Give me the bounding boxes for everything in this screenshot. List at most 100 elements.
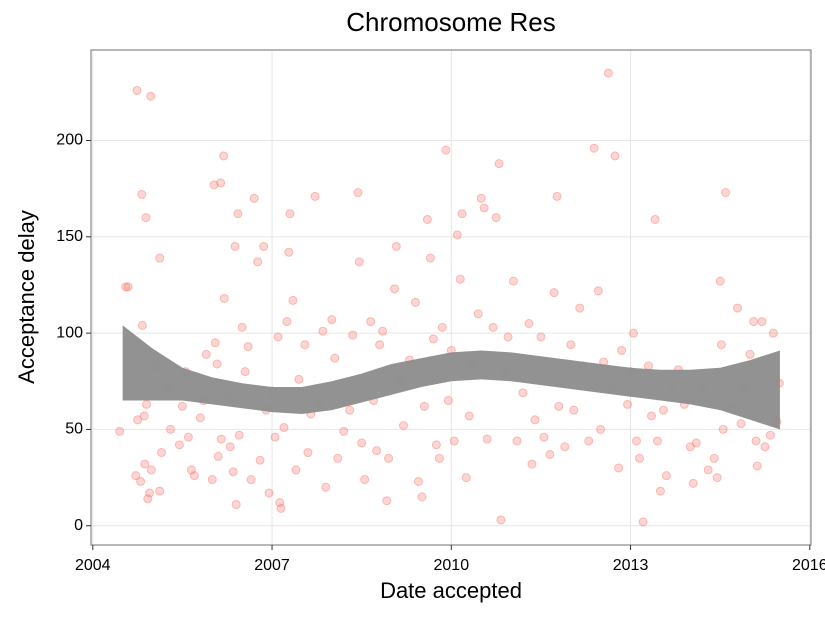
point — [410, 297, 420, 307]
point — [209, 180, 219, 190]
y-tick-label: 150 — [56, 228, 83, 245]
point — [246, 475, 256, 485]
point — [216, 434, 226, 444]
point — [264, 488, 274, 498]
point — [249, 193, 259, 203]
point — [157, 448, 167, 458]
point — [452, 230, 462, 240]
point — [219, 293, 229, 303]
point — [391, 241, 401, 251]
point — [457, 209, 467, 219]
point — [345, 405, 355, 415]
point — [419, 401, 429, 411]
point — [143, 494, 153, 504]
point — [275, 498, 285, 508]
point — [353, 188, 363, 198]
y-axis-title: Acceptance delay — [14, 210, 39, 384]
plot-marks — [115, 68, 784, 527]
point — [479, 203, 489, 213]
point — [230, 241, 240, 251]
point — [643, 361, 653, 371]
point — [560, 442, 570, 452]
point — [142, 399, 152, 409]
point — [279, 423, 289, 433]
point — [360, 475, 370, 485]
point — [294, 374, 304, 384]
point — [635, 453, 645, 463]
point — [718, 424, 728, 434]
point — [768, 328, 778, 338]
point — [348, 330, 358, 340]
point — [646, 411, 656, 421]
point — [593, 286, 603, 296]
point — [552, 191, 562, 201]
point — [530, 415, 540, 425]
point — [115, 426, 125, 436]
point — [715, 276, 725, 286]
point — [661, 471, 671, 481]
grid — [91, 50, 811, 545]
point — [736, 419, 746, 429]
point — [255, 455, 265, 465]
point — [339, 426, 349, 436]
point — [488, 322, 498, 332]
point — [259, 241, 269, 251]
point — [131, 471, 141, 481]
point — [195, 413, 205, 423]
point — [231, 500, 241, 510]
point — [186, 465, 196, 475]
point — [136, 476, 146, 486]
point — [709, 453, 719, 463]
point — [422, 214, 432, 224]
point — [685, 442, 695, 452]
point — [417, 492, 427, 502]
point — [596, 424, 606, 434]
point — [712, 473, 722, 483]
point — [177, 401, 187, 411]
point — [752, 461, 762, 471]
point — [243, 342, 253, 352]
point — [276, 503, 286, 513]
point — [310, 191, 320, 201]
chart-title: Chromosome Res — [346, 7, 556, 37]
point — [155, 253, 165, 263]
point — [650, 214, 660, 224]
point — [141, 213, 151, 223]
point — [554, 401, 564, 411]
point — [512, 436, 522, 446]
y-tick-label: 50 — [65, 421, 83, 438]
point — [189, 471, 199, 481]
point — [610, 151, 620, 161]
point — [431, 440, 441, 450]
point — [165, 424, 175, 434]
point — [145, 488, 155, 498]
point — [330, 353, 340, 363]
point — [174, 440, 184, 450]
point — [473, 309, 483, 319]
point — [425, 253, 435, 263]
point — [566, 340, 576, 350]
point — [212, 359, 222, 369]
point — [270, 432, 280, 442]
point — [691, 438, 701, 448]
point — [225, 442, 235, 452]
point — [443, 396, 453, 406]
point — [539, 432, 549, 442]
point — [503, 332, 513, 342]
point — [183, 432, 193, 442]
point — [318, 326, 328, 336]
y-tick-label: 0 — [74, 517, 83, 534]
point — [524, 319, 534, 329]
y-tick-label: 100 — [56, 324, 83, 341]
point — [357, 438, 367, 448]
point — [757, 317, 767, 327]
point — [146, 465, 156, 475]
point — [201, 349, 211, 359]
x-tick-label: 2016 — [792, 557, 825, 574]
x-axis-title: Date accepted — [380, 578, 522, 603]
point — [366, 317, 376, 327]
point — [716, 340, 726, 350]
point — [384, 453, 394, 463]
point — [140, 459, 150, 469]
